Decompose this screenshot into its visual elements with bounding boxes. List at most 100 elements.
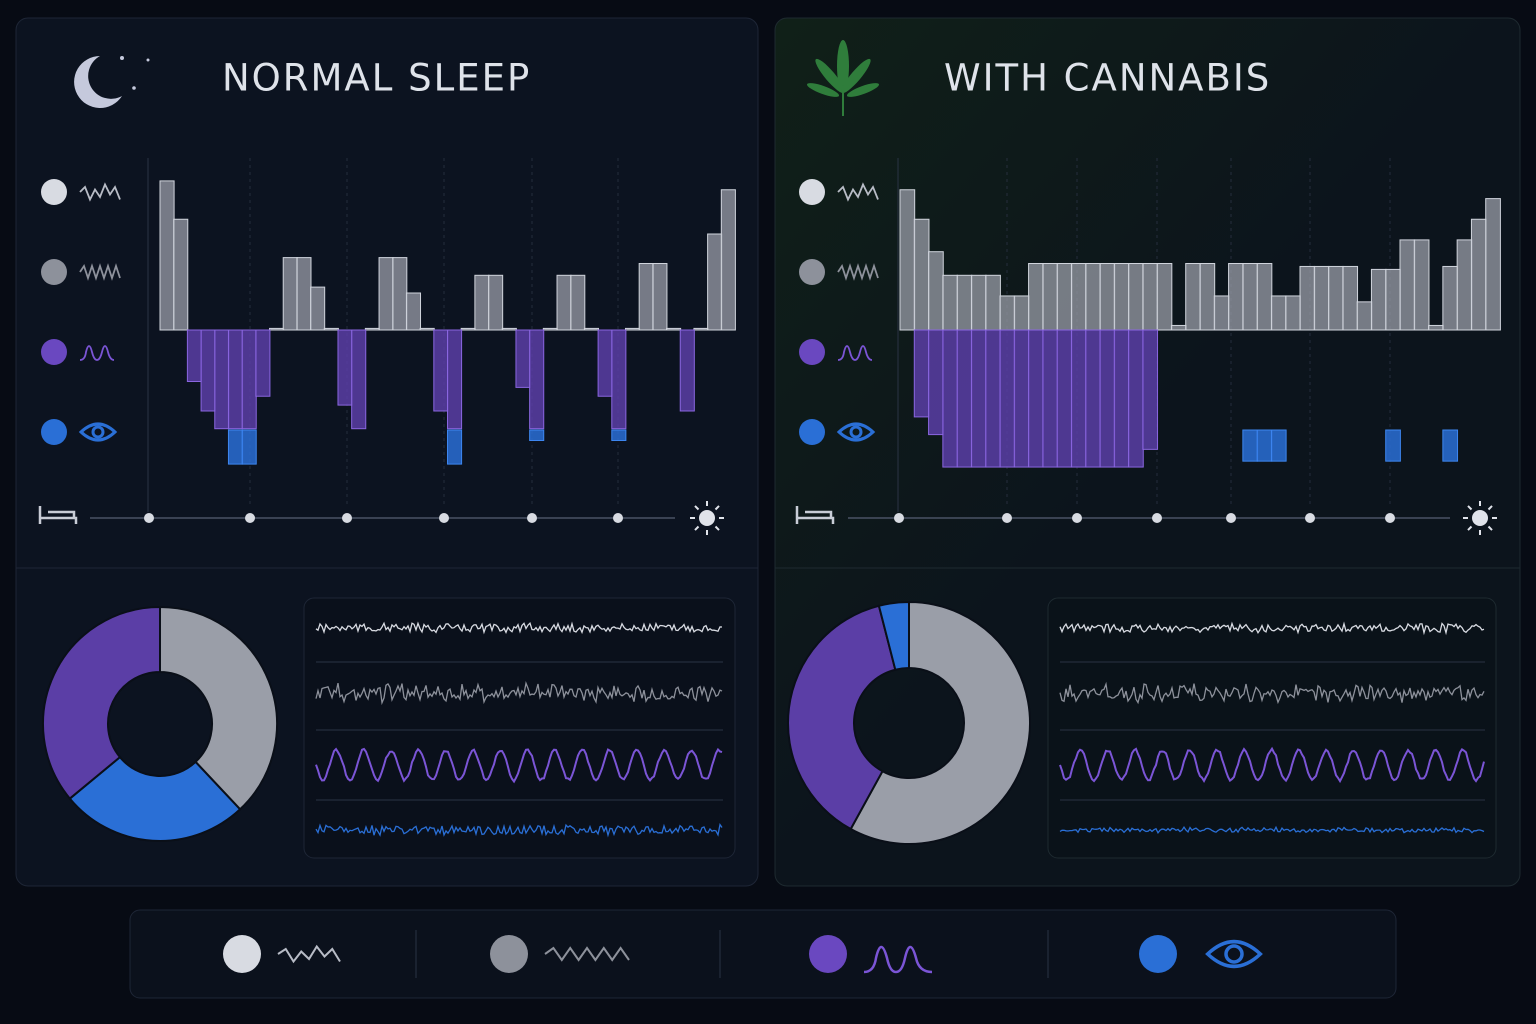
- wave-box: [303, 597, 736, 859]
- wave-icon: [79, 345, 115, 361]
- legend-dot: [809, 935, 847, 973]
- time-dot: [245, 513, 255, 523]
- time-dot: [1305, 513, 1315, 523]
- legend-dot: [41, 339, 67, 365]
- eye-pupil: [849, 425, 863, 439]
- donut-slice: [68, 755, 242, 842]
- light-sleep-step: [1428, 324, 1444, 331]
- light-sleep-step: [1270, 295, 1287, 331]
- light-sleep-step: [1170, 324, 1187, 331]
- eeg-wave: [1059, 681, 1485, 705]
- rem-step: [227, 429, 244, 465]
- sun-ray: [694, 525, 700, 531]
- rem-step: [1442, 429, 1459, 462]
- donut-slice: [42, 605, 161, 800]
- light-sleep-step: [1185, 263, 1201, 331]
- deep-sleep-step: [1028, 329, 1044, 468]
- light-sleep-step: [666, 327, 682, 331]
- sun-ray: [1487, 525, 1493, 531]
- light-sleep-step: [364, 327, 380, 331]
- light-sleep-step: [1370, 268, 1387, 331]
- sun-ray: [1487, 505, 1493, 511]
- time-dot: [342, 513, 352, 523]
- deep-sleep-step: [255, 329, 271, 397]
- time-dot: [1385, 513, 1395, 523]
- light-sleep-step: [1070, 263, 1087, 331]
- time-dot: [1072, 513, 1082, 523]
- light-sleep-step: [928, 251, 944, 331]
- light-sleep-step: [1213, 295, 1230, 331]
- legend-dot: [799, 419, 825, 445]
- light-sleep-step: [392, 257, 408, 331]
- light-sleep-step: [1399, 239, 1416, 331]
- legend-dot: [223, 935, 261, 973]
- deep-sleep-step: [913, 329, 930, 418]
- donut-slice: [877, 600, 910, 671]
- wave-icon: [863, 945, 933, 974]
- wave-icon: [837, 263, 879, 281]
- light-sleep-step: [1099, 263, 1116, 331]
- rem-step: [447, 429, 463, 465]
- time-dot: [1152, 513, 1162, 523]
- eeg-wave: [1059, 825, 1485, 835]
- wave-icon: [544, 946, 630, 962]
- legend-dot: [41, 179, 67, 205]
- deep-sleep-step: [433, 329, 449, 412]
- bed-icon: [795, 506, 835, 524]
- light-sleep-step: [1385, 268, 1401, 331]
- wave-icon: [277, 944, 341, 964]
- light-sleep-step: [310, 286, 326, 331]
- light-sleep-step: [956, 274, 973, 331]
- light-sleep-step: [1256, 263, 1273, 331]
- light-sleep-step: [405, 292, 422, 331]
- time-dot: [1226, 513, 1236, 523]
- light-sleep-step: [1128, 263, 1144, 331]
- light-sleep-step: [556, 274, 572, 331]
- light-sleep-step: [899, 189, 916, 331]
- rem-step: [241, 429, 257, 465]
- eeg-wave: [315, 822, 723, 838]
- eye-pupil: [1224, 944, 1244, 964]
- deep-sleep-step: [515, 329, 531, 388]
- light-sleep-step: [474, 274, 490, 331]
- light-sleep-step: [1328, 265, 1344, 331]
- deep-sleep-step: [1056, 329, 1073, 468]
- sun-ray: [1467, 525, 1473, 531]
- sun-ray: [694, 505, 700, 511]
- eye-icon: [1205, 940, 1263, 968]
- light-sleep-step: [985, 274, 1001, 331]
- light-sleep-step: [1242, 263, 1259, 331]
- light-sleep-step: [1142, 263, 1159, 331]
- panel-title: WITH CANNABIS: [944, 57, 1271, 100]
- time-dot: [439, 513, 449, 523]
- light-sleep-step: [942, 274, 959, 331]
- time-dot: [894, 513, 904, 523]
- donut-slice: [159, 605, 278, 811]
- legend-dot: [799, 179, 825, 205]
- legend-bar: [129, 909, 1397, 999]
- rem-step: [1256, 429, 1273, 462]
- light-sleep-step: [501, 327, 517, 331]
- light-sleep-step: [1113, 263, 1130, 331]
- deep-sleep-step: [337, 329, 353, 406]
- light-sleep-step: [159, 180, 175, 331]
- panel-title: NORMAL SLEEP: [222, 57, 531, 100]
- light-sleep-step: [1028, 263, 1044, 331]
- star: [146, 58, 150, 62]
- legend-dot: [1139, 935, 1177, 973]
- legend: [223, 930, 1263, 978]
- rem-step: [1242, 429, 1259, 462]
- donut-slice: [849, 600, 1031, 845]
- deep-sleep-step: [985, 329, 1001, 468]
- deep-sleep-step: [611, 329, 627, 430]
- deep-sleep-step: [679, 329, 695, 412]
- light-sleep-step: [1156, 263, 1173, 331]
- eye-pupil: [91, 425, 105, 439]
- deep-sleep-step: [1085, 329, 1101, 468]
- light-sleep-step: [1013, 295, 1030, 331]
- wave-icon: [79, 263, 121, 281]
- eeg-wave: [315, 747, 723, 784]
- deep-sleep-step: [942, 329, 959, 468]
- rem-step: [529, 429, 545, 441]
- bed-icon: [38, 506, 78, 524]
